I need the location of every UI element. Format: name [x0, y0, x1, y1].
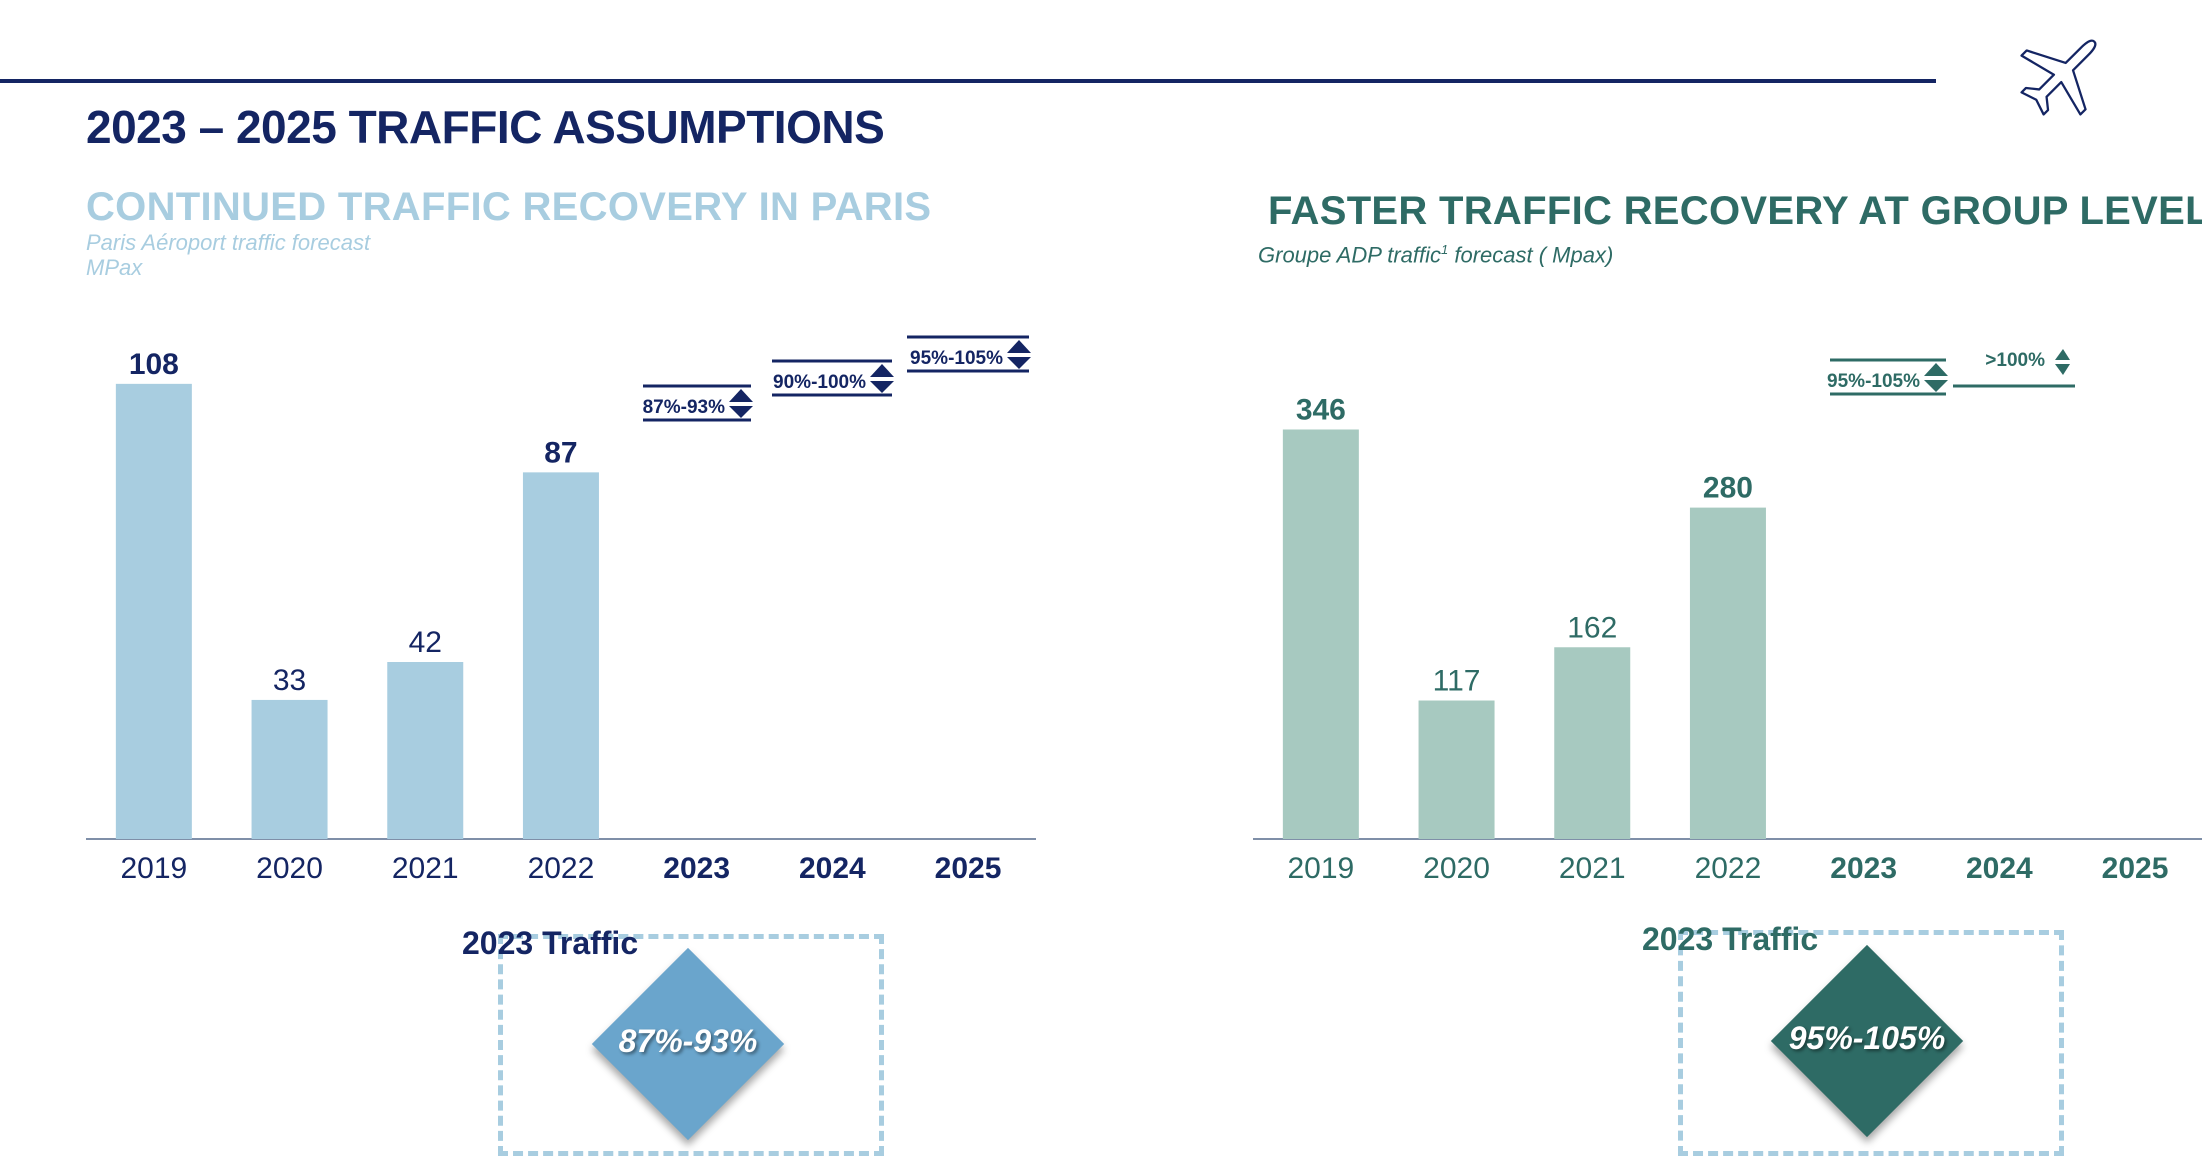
arrow-down-icon — [870, 381, 894, 393]
x-tick-label-2020: 2020 — [256, 852, 323, 885]
header-rule — [0, 79, 1936, 83]
x-tick-label-2024: 2024 — [799, 852, 866, 885]
data-label-2021: 162 — [1567, 611, 1617, 644]
x-tick-label-2021: 2021 — [1559, 852, 1626, 885]
left-panel-subtitle: Paris Aéroport traffic forecast MPax — [86, 230, 370, 280]
left-subtitle-unit: MPax — [86, 255, 143, 280]
right-panel-subtitle: Groupe ADP traffic1 forecast ( Mpax) — [1258, 237, 1613, 267]
bar-2021 — [1554, 647, 1631, 839]
arrow-up-icon — [1924, 363, 1948, 376]
data-label-2019: 108 — [129, 348, 179, 381]
forecast-label-2025: 95%-105% — [910, 348, 1003, 369]
forecast-marker-2025: 95%-105% — [907, 335, 1031, 373]
data-label-2020: 33 — [273, 664, 306, 697]
forecast-marker-2024: 95%-105% — [1827, 358, 1948, 396]
data-label-2019: 346 — [1296, 393, 1346, 426]
right-panel-title: FASTER TRAFFIC RECOVERY AT GROUP LEVEL — [1268, 189, 2202, 233]
x-tick-label-2023: 2023 — [1830, 852, 1897, 885]
arrow-down-icon — [2055, 364, 2070, 375]
airplane-icon — [2020, 39, 2097, 116]
forecast-label-2024: 95%-105% — [1827, 371, 1920, 392]
left-panel-title: CONTINUED TRAFFIC RECOVERY IN PARIS — [86, 185, 932, 229]
x-tick-label-2025: 2025 — [2102, 852, 2169, 885]
right-subtitle-text: Groupe ADP traffic — [1258, 242, 1441, 268]
bar-2022 — [1689, 507, 1766, 839]
footnote-marker: 1 — [1441, 242, 1449, 257]
bar-2019 — [115, 383, 192, 839]
data-label-2022: 280 — [1703, 472, 1753, 505]
x-tick-label-2022: 2022 — [1695, 852, 1762, 885]
bar-2022 — [522, 472, 599, 839]
right-subtitle-unit: forecast ( Mpax) — [1448, 242, 1614, 268]
right-highlight-label: 2023 Traffic — [1642, 921, 1819, 957]
data-label-2020: 117 — [1433, 665, 1481, 698]
left-highlight-value: 87%-93% — [618, 1023, 758, 1059]
x-tick-label-2025: 2025 — [935, 852, 1002, 885]
arrow-down-icon — [1924, 380, 1948, 392]
bar-2020 — [1418, 700, 1495, 839]
arrow-up-icon — [870, 364, 894, 377]
bar-2021 — [387, 662, 464, 839]
arrow-up-icon — [729, 389, 753, 402]
forecast-marker-2025: >100% — [1953, 349, 2075, 388]
x-tick-label-2022: 2022 — [528, 852, 595, 885]
x-tick-label-2019: 2019 — [120, 852, 187, 885]
x-tick-label-2020: 2020 — [1423, 852, 1490, 885]
x-tick-label-2024: 2024 — [1966, 852, 2033, 885]
data-label-2021: 42 — [409, 626, 442, 659]
left-highlight-label: 2023 Traffic — [462, 925, 639, 961]
forecast-marker-2023: 87%-93% — [643, 384, 753, 422]
bar-2019 — [1282, 429, 1359, 839]
arrow-up-icon — [2055, 349, 2070, 360]
right-highlight-value: 95%-105% — [1788, 1020, 1946, 1056]
bar-2020 — [251, 699, 328, 839]
arrow-up-icon — [1007, 340, 1031, 353]
left-subtitle-line1: Paris Aéroport traffic forecast — [86, 230, 371, 255]
arrow-down-icon — [1007, 357, 1031, 369]
x-tick-label-2023: 2023 — [663, 852, 730, 885]
x-tick-label-2019: 2019 — [1287, 852, 1354, 885]
page-title: 2023 – 2025 TRAFFIC ASSUMPTIONS — [86, 101, 885, 153]
forecast-marker-2024: 90%-100% — [772, 359, 894, 397]
forecast-label-2025: >100% — [1985, 350, 2045, 371]
forecast-label-2024: 90%-100% — [773, 372, 866, 393]
forecast-label-2023: 87%-93% — [643, 397, 725, 418]
arrow-down-icon — [729, 406, 753, 418]
x-tick-label-2021: 2021 — [392, 852, 459, 885]
data-label-2022: 87 — [544, 436, 577, 469]
